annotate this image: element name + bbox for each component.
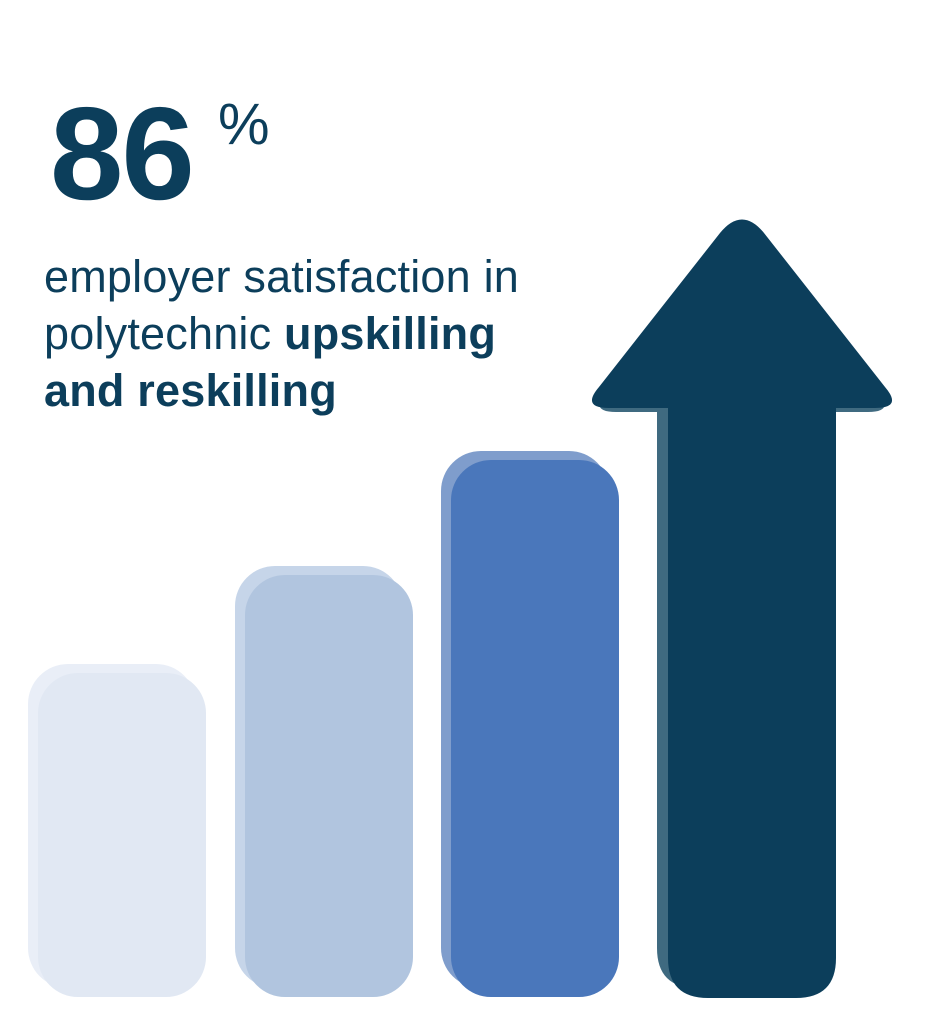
bar-1: [38, 673, 206, 997]
caption-line-2-bold: upskilling: [284, 308, 497, 359]
up-arrow-icon: [591, 219, 893, 998]
bar-3: [451, 460, 619, 997]
headline-stat: 86 %: [50, 80, 270, 227]
headline-unit: %: [218, 92, 270, 157]
bar-2: [245, 575, 413, 997]
caption-line-1: employer satisfaction in: [44, 251, 520, 302]
headline-value: 86: [50, 80, 195, 227]
caption: employer satisfaction in polytechnic ups…: [44, 248, 604, 419]
caption-line-2-regular: polytechnic: [44, 308, 285, 359]
caption-line-3-bold: and reskilling: [44, 365, 337, 416]
